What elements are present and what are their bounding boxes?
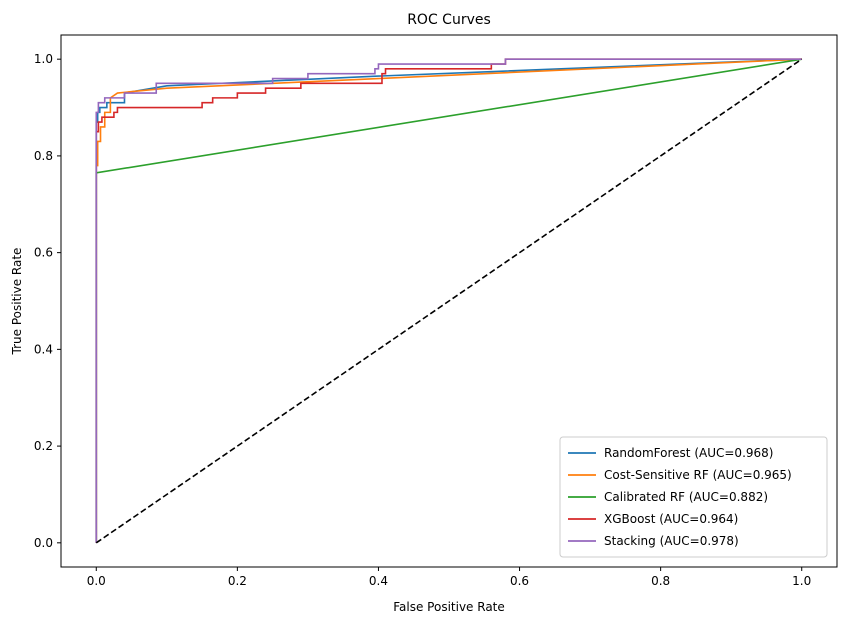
series-line-4 bbox=[95, 58, 802, 543]
legend-label-2: Cost-Sensitive RF (AUC=0.965) bbox=[604, 468, 792, 482]
x-tick-label: 1.0 bbox=[792, 574, 811, 588]
legend-label-3: Calibrated RF (AUC=0.882) bbox=[604, 490, 768, 504]
legend-label-4: XGBoost (AUC=0.964) bbox=[604, 512, 738, 526]
x-axis-label: False Positive Rate bbox=[393, 600, 505, 614]
legend-box bbox=[559, 436, 828, 558]
y-tick-label: 0.4 bbox=[34, 342, 53, 356]
legend-label-1: RandomForest (AUC=0.968) bbox=[604, 446, 773, 460]
x-tick-label: 0.6 bbox=[510, 574, 529, 588]
x-axis-ticks: 0.0 0.2 0.4 0.6 0.8 1.0 bbox=[87, 567, 811, 588]
x-tick-label: 0.0 bbox=[87, 574, 106, 588]
chance-diagonal-line bbox=[95, 58, 803, 544]
chart-title: ROC Curves bbox=[407, 12, 491, 28]
y-tick-label: 1.0 bbox=[34, 52, 53, 66]
axes-frame bbox=[60, 34, 838, 568]
y-tick-label: 0.2 bbox=[34, 439, 53, 453]
x-tick-label: 0.4 bbox=[369, 574, 388, 588]
y-tick-label: 0.6 bbox=[34, 246, 53, 260]
series-line-2 bbox=[95, 58, 802, 543]
y-axis-ticks: 0.0 0.2 0.4 0.6 0.8 1.0 bbox=[34, 52, 61, 550]
y-axis-label: True Positive Rate bbox=[10, 248, 24, 356]
x-tick-label: 0.2 bbox=[228, 574, 247, 588]
series-layer bbox=[95, 58, 803, 544]
series-line-1 bbox=[95, 58, 802, 543]
plot-area bbox=[60, 34, 838, 568]
series-line-5 bbox=[95, 58, 802, 543]
legend: RandomForest (AUC=0.968) Cost-Sensitive R… bbox=[559, 436, 828, 558]
y-tick-label: 0.0 bbox=[34, 536, 53, 550]
legend-label-5: Stacking (AUC=0.978) bbox=[604, 534, 739, 548]
x-tick-label: 0.8 bbox=[651, 574, 670, 588]
y-tick-label: 0.8 bbox=[34, 149, 53, 163]
